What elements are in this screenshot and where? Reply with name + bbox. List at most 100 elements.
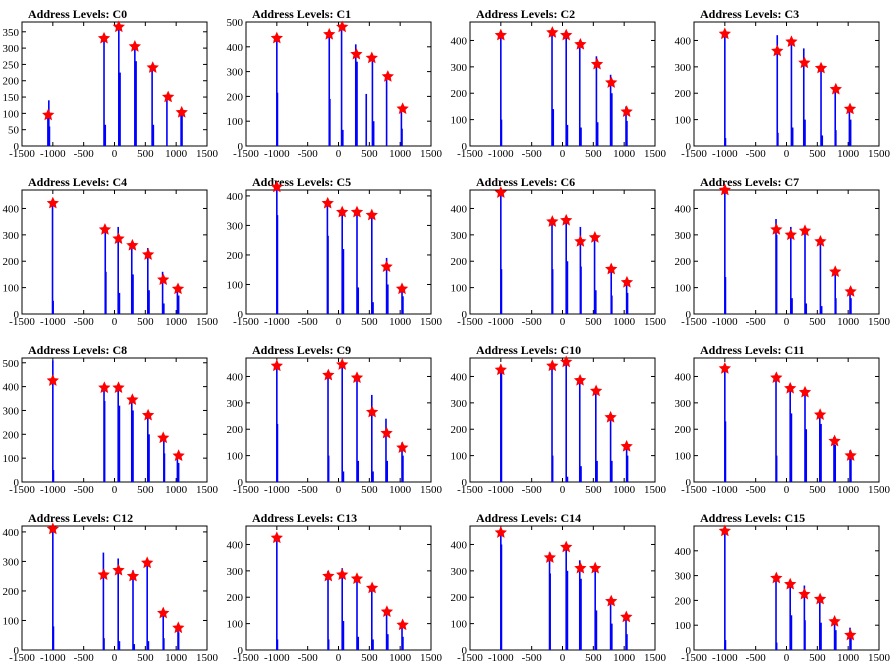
chart-title: Address Levels: C4 — [28, 175, 127, 189]
y-tick-label: 100 — [675, 620, 692, 632]
bar — [401, 623, 403, 650]
bar — [724, 35, 726, 146]
y-tick-label: 300 — [675, 62, 692, 74]
bar — [819, 597, 821, 650]
bar — [103, 638, 105, 650]
y-tick-label: 0 — [14, 477, 20, 489]
y-tick-label: 0 — [14, 309, 20, 321]
bar — [385, 418, 387, 482]
bar — [595, 290, 597, 314]
star-marker — [574, 234, 587, 247]
x-tick-label: 1000 — [389, 148, 412, 160]
x-tick-label: -500 — [746, 148, 767, 160]
bar — [820, 306, 823, 314]
x-tick-label: 1500 — [644, 652, 667, 664]
star-marker — [172, 449, 185, 462]
bar — [610, 263, 613, 314]
y-tick-label: 300 — [451, 398, 468, 410]
bar — [372, 121, 375, 146]
bar — [371, 56, 374, 146]
bar — [342, 620, 345, 650]
bar — [724, 365, 726, 482]
x-tick-label: 1500 — [868, 484, 891, 496]
bar — [104, 124, 107, 146]
star-marker — [829, 265, 842, 278]
bar — [849, 287, 851, 314]
bar — [276, 215, 279, 314]
bar — [342, 249, 345, 314]
star-marker — [494, 363, 507, 376]
plot-frame — [693, 357, 880, 483]
star-marker — [620, 610, 633, 623]
plot-frame — [245, 357, 432, 483]
x-tick-label: -1500 — [233, 148, 259, 160]
y-tick-label: 400 — [3, 527, 20, 539]
bar — [327, 373, 329, 482]
bar — [52, 470, 55, 482]
bar — [805, 429, 808, 482]
x-tick-label: 1000 — [389, 652, 412, 664]
x-tick-label: -500 — [522, 148, 543, 160]
y-tick-label: 200 — [675, 256, 692, 268]
x-tick-label: -1500 — [233, 652, 259, 664]
bar — [48, 100, 50, 146]
x-tick-label: 500 — [137, 652, 154, 664]
star-marker — [321, 196, 334, 209]
y-tick-label: 200 — [227, 424, 244, 436]
x-tick-label: 0 — [336, 652, 342, 664]
star-marker — [380, 605, 394, 617]
x-tick-label: 0 — [784, 652, 790, 664]
bar — [161, 271, 164, 314]
bar — [365, 93, 368, 146]
y-tick-label: 300 — [675, 571, 692, 583]
bar — [565, 219, 567, 314]
star-marker — [574, 561, 587, 574]
star-marker — [157, 431, 170, 444]
bar — [611, 295, 613, 314]
bar — [117, 558, 119, 650]
star-marker — [771, 44, 784, 57]
bar — [626, 292, 629, 314]
x-tick-label: -1500 — [681, 148, 707, 160]
plot-frame — [21, 21, 208, 147]
star-marker — [589, 561, 602, 574]
star-marker — [573, 373, 587, 386]
bar — [276, 187, 278, 314]
bar — [132, 410, 134, 482]
star-marker — [126, 569, 140, 582]
bar — [775, 578, 777, 650]
star-marker — [112, 381, 125, 394]
bar — [181, 113, 183, 146]
bar — [340, 26, 343, 146]
star-marker — [814, 61, 828, 74]
bar — [387, 284, 389, 314]
bar — [802, 48, 805, 146]
y-tick-label: 200 — [451, 592, 468, 604]
plot-frame — [245, 525, 432, 651]
bar — [775, 642, 778, 650]
bar — [357, 636, 360, 650]
bar — [371, 394, 373, 482]
bar — [176, 284, 179, 314]
bar — [596, 122, 599, 146]
x-tick-label: -1500 — [233, 316, 259, 328]
x-tick-label: 1500 — [420, 652, 443, 664]
x-tick-label: 1500 — [196, 148, 219, 160]
bar — [850, 635, 852, 650]
bar — [625, 615, 627, 650]
y-tick-label: 100 — [451, 115, 468, 127]
x-tick-label: -1000 — [40, 316, 66, 328]
y-tick-label: 100 — [675, 283, 692, 295]
x-tick-label: -1000 — [40, 484, 66, 496]
bar — [52, 528, 54, 650]
bar — [118, 641, 121, 650]
y-tick-label: 100 — [227, 619, 244, 631]
x-tick-label: -1000 — [264, 316, 290, 328]
x-tick-label: -500 — [746, 484, 767, 496]
plot-frame — [693, 189, 880, 315]
plot-frame — [693, 21, 880, 147]
